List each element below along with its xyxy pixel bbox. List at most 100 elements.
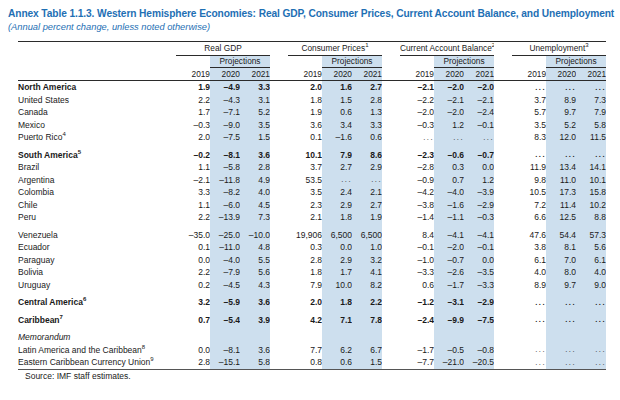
data-cell: –0.9 (400, 174, 434, 187)
year-header: 2019 (176, 68, 210, 81)
data-cell: 12.0 (546, 131, 576, 144)
data-cell: 2.7 (352, 199, 382, 212)
data-cell: –4.5 (210, 279, 240, 292)
data-cell: –0.7 (434, 254, 464, 267)
data-cell: –0.5 (434, 344, 464, 357)
data-cell: ... (464, 131, 494, 144)
data-cell: 4.2 (288, 314, 322, 327)
data-cell: 4.0 (512, 266, 546, 279)
table-row: Peru2.2–13.97.32.11.81.9–1.4–1.1–0.36.61… (18, 211, 606, 224)
data-cell: ... (434, 131, 464, 144)
data-cell: 11.9 (512, 161, 546, 174)
data-cell: 4.5 (240, 199, 270, 212)
data-cell: ... (546, 344, 576, 357)
year-header: 2021 (352, 68, 382, 81)
gap-cell (494, 211, 512, 224)
data-cell (400, 331, 434, 344)
data-cell: ... (546, 149, 576, 162)
data-cell: –8.2 (210, 186, 240, 199)
row-label: Argentina (18, 174, 176, 187)
gap-cell (382, 356, 400, 369)
data-cell: 1.9 (176, 81, 210, 94)
data-cell: –2.0 (434, 106, 464, 119)
data-cell: 14.1 (576, 161, 606, 174)
gap-cell (270, 68, 288, 81)
data-cell: 1.2 (434, 119, 464, 132)
data-cell: –2.0 (464, 81, 494, 94)
data-cell: ... (512, 344, 546, 357)
data-cell: ... (576, 314, 606, 327)
data-cell: –1.7 (400, 344, 434, 357)
data-cell: 0.0 (176, 254, 210, 267)
data-cell: 4.9 (240, 174, 270, 187)
data-cell: –0.8 (464, 344, 494, 357)
data-cell: 12.5 (546, 211, 576, 224)
gap-cell (494, 81, 512, 94)
data-cell: 1.8 (322, 211, 352, 224)
data-cell: 1.2 (464, 174, 494, 187)
data-cell: 10.2 (576, 199, 606, 212)
data-cell: 7.9 (322, 149, 352, 162)
table-title: Annex Table 1.1.3. Western Hemisphere Ec… (8, 8, 614, 19)
data-cell: ... (576, 344, 606, 357)
year-header: 2021 (464, 68, 494, 81)
data-cell: 13.4 (546, 161, 576, 174)
gap-cell (270, 174, 288, 187)
data-cell: 3.5 (512, 119, 546, 132)
data-cell: –1.6 (322, 131, 352, 144)
data-cell: 5.8 (576, 119, 606, 132)
row-label: Eastern Caribbean Currency Union9 (18, 356, 176, 369)
data-cell: –2.4 (400, 314, 434, 327)
data-cell: 7.1 (322, 314, 352, 327)
data-cell: 4.1 (352, 266, 382, 279)
data-cell: –0.7 (464, 149, 494, 162)
gap-cell (270, 356, 288, 369)
data-cell: –2.9 (464, 199, 494, 212)
data-cell: ... (352, 174, 382, 187)
row-label: Chile (18, 199, 176, 212)
projections-header: Projections (210, 56, 270, 68)
data-cell: –21.0 (434, 356, 464, 369)
data-cell: 2.2 (176, 94, 210, 107)
gap-cell (270, 81, 288, 94)
group-header: Consumer Prices1 (288, 42, 382, 56)
data-cell: 1.7 (322, 266, 352, 279)
data-cell: ... (512, 314, 546, 327)
group-header: Real GDP (176, 42, 270, 56)
data-cell: –2.8 (400, 161, 434, 174)
data-cell: 3.7 (512, 94, 546, 107)
data-cell: –7.5 (210, 131, 240, 144)
row-label: Brazil (18, 161, 176, 174)
data-cell: 5.6 (576, 241, 606, 254)
data-cell: 53.5 (288, 174, 322, 187)
data-cell: 3.9 (240, 314, 270, 327)
data-cell (352, 331, 382, 344)
data-cell: 8.2 (352, 279, 382, 292)
data-cell: –5.8 (210, 161, 240, 174)
data-cell: –0.6 (434, 149, 464, 162)
row-label: Uruguay (18, 279, 176, 292)
table-row: Brazil1.1–5.82.83.72.72.9–2.80.30.011.91… (18, 161, 606, 174)
data-cell: 2.2 (176, 266, 210, 279)
data-cell: 2.8 (352, 94, 382, 107)
gap-cell (270, 314, 288, 327)
data-cell: –1.6 (434, 199, 464, 212)
data-cell: 7.9 (288, 279, 322, 292)
row-label: Mexico (18, 119, 176, 132)
gap-cell (270, 106, 288, 119)
data-cell: –5.4 (210, 314, 240, 327)
data-cell: –3.5 (464, 266, 494, 279)
data-cell: 7.9 (576, 106, 606, 119)
data-cell: 0.0 (464, 161, 494, 174)
data-cell: 6.1 (512, 254, 546, 267)
annex-table-page: Annex Table 1.1.3. Western Hemisphere Ec… (0, 0, 620, 400)
data-cell: –0.1 (464, 241, 494, 254)
blank-cell (400, 56, 434, 68)
data-cell: –2.0 (434, 241, 464, 254)
data-cell: 6,500 (322, 229, 352, 242)
data-cell: 2.9 (352, 161, 382, 174)
data-cell: –15.1 (210, 356, 240, 369)
data-cell: –9.0 (210, 119, 240, 132)
data-cell: 1.5 (352, 356, 382, 369)
data-cell: 2.8 (288, 254, 322, 267)
